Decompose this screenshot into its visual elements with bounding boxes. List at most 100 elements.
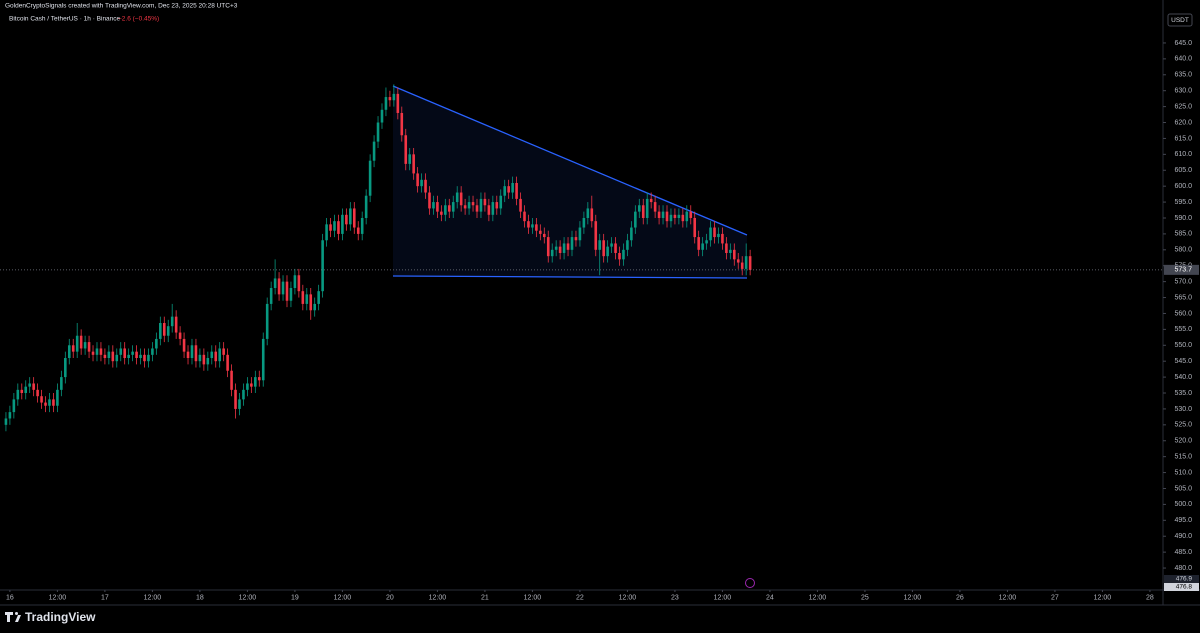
candle-body <box>689 211 693 218</box>
candle-body <box>558 246 562 253</box>
candle-body <box>222 348 225 355</box>
candle-body <box>388 97 392 101</box>
candle-body <box>170 316 174 327</box>
y-tick-label: 565.0 <box>1174 294 1192 301</box>
candle-body <box>131 351 134 355</box>
y-tick-label: 585.0 <box>1174 231 1192 238</box>
candle-body <box>546 237 550 257</box>
candle-body <box>685 211 689 222</box>
candle-body <box>40 396 43 403</box>
candle-body <box>550 249 554 257</box>
candle-body <box>127 354 130 359</box>
x-tick-label: 12:00 <box>1094 594 1112 601</box>
candle-body <box>218 348 221 362</box>
candle-body <box>119 348 123 355</box>
candle-body <box>250 383 253 387</box>
y-tick-label: 590.0 <box>1174 215 1192 222</box>
event-icon[interactable] <box>745 578 755 588</box>
candle-body <box>214 351 218 362</box>
candle-body <box>732 249 736 260</box>
candle-body <box>95 348 99 355</box>
candle-body <box>578 227 582 241</box>
candle-body <box>107 351 111 359</box>
candle-body <box>143 354 146 362</box>
candle-body <box>657 211 661 218</box>
candle-body <box>91 351 95 355</box>
x-tick-label: 12:00 <box>904 594 922 601</box>
y-tick-label: 625.0 <box>1174 103 1192 110</box>
triangle-bottom <box>392 275 748 279</box>
candle-body <box>467 202 471 209</box>
candle-body <box>28 383 31 387</box>
x-tick-label: 28 <box>1146 594 1154 601</box>
candle-body <box>618 252 621 260</box>
candle-body <box>432 202 435 209</box>
candle-body <box>325 224 328 241</box>
candle-body <box>566 243 570 250</box>
candle-body <box>645 198 649 218</box>
candle-body <box>626 240 629 250</box>
candle-body <box>135 351 138 359</box>
candle-body <box>52 399 55 406</box>
y-tick-label: 480.0 <box>1174 565 1192 572</box>
candle-body <box>182 338 186 352</box>
candle-body <box>542 233 546 238</box>
candle-body <box>713 227 716 238</box>
candle-body <box>162 323 166 336</box>
candle-body <box>408 154 412 164</box>
candle-body <box>590 208 594 222</box>
candle-body <box>614 243 617 253</box>
candle-body <box>669 214 673 222</box>
candle-body <box>392 93 396 101</box>
candle-body <box>400 112 404 136</box>
candle-body <box>24 386 28 394</box>
x-tick-label: 12:00 <box>714 594 732 601</box>
candle-body <box>376 122 380 142</box>
candle-body <box>60 377 63 390</box>
candle-body <box>174 316 178 333</box>
candle-body <box>744 256 748 269</box>
y-tick-label: 500.0 <box>1174 501 1192 508</box>
y-tick-label: 545.0 <box>1174 358 1192 365</box>
candle-body <box>230 370 233 390</box>
candle-body <box>341 214 344 234</box>
plot <box>4 84 752 432</box>
x-tick-label: 12:00 <box>239 594 257 601</box>
currency: USDT <box>1171 17 1189 24</box>
candle-body <box>610 243 613 247</box>
candle-body <box>440 211 443 215</box>
price-box <box>1164 575 1199 583</box>
candle-body <box>246 383 249 390</box>
candle-body <box>455 192 459 203</box>
y-tick-label: 605.0 <box>1174 167 1192 174</box>
candle-body <box>515 182 518 199</box>
candle-body <box>64 358 67 378</box>
candle-body <box>586 208 590 218</box>
candle-body <box>293 275 297 288</box>
header: GoldenCryptoSignals created with Trading… <box>5 3 238 10</box>
candle-body <box>254 377 257 387</box>
x-tick-label: 23 <box>671 594 679 601</box>
candle-body <box>313 303 316 311</box>
candle-body <box>491 202 495 215</box>
price-box <box>1164 583 1199 591</box>
candle-body <box>20 389 24 394</box>
x-tick-label: 27 <box>1051 594 1059 601</box>
candle-body <box>681 214 685 222</box>
x-tick-label: 26 <box>956 594 964 601</box>
x-tick-label: 21 <box>481 594 489 601</box>
candle-body <box>479 198 483 212</box>
x-tick-label: 20 <box>386 594 394 601</box>
candle-body <box>665 211 669 222</box>
candle-body <box>602 240 605 257</box>
candle-body <box>194 345 198 362</box>
candle-body <box>420 179 423 187</box>
candle-body <box>475 205 479 212</box>
x-tick-label: 24 <box>766 594 774 601</box>
candle-body <box>297 275 301 292</box>
y-tick-label: 485.0 <box>1174 549 1192 556</box>
x-tick-label: 12:00 <box>809 594 827 601</box>
triangle-fill <box>393 86 747 278</box>
